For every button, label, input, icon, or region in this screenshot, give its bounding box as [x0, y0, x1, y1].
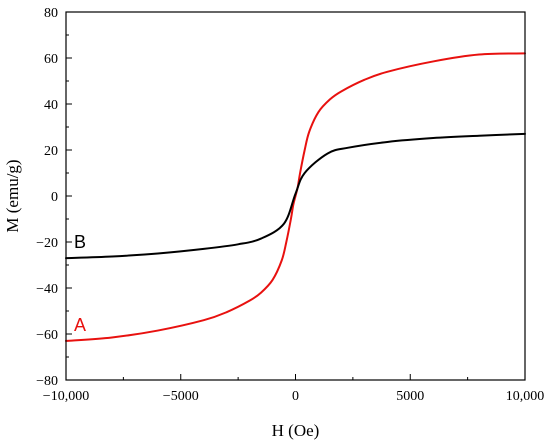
- y-tick-label: −20: [36, 236, 58, 251]
- plot-frame: [65, 11, 526, 381]
- y-tick-label: 80: [44, 6, 58, 21]
- x-tick-label: −10,000: [43, 389, 89, 404]
- x-tick-label: 5000: [396, 389, 424, 404]
- series-b-line: [65, 132, 526, 260]
- series-a-line: [65, 52, 526, 342]
- y-tick-label: 60: [44, 52, 58, 67]
- x-axis-title: H (Oe): [272, 421, 320, 440]
- series-b-label: B: [74, 232, 86, 252]
- labels-layer: −10,000 −5000 0 5000 10,000 −80 −60 −40 −20 0 20 40…: [36, 6, 544, 404]
- y-axis-title: M (emu/g): [3, 159, 22, 232]
- y-tick-label: −40: [36, 282, 58, 297]
- x-tick-label: 10,000: [506, 389, 545, 404]
- y-tick-label: 0: [51, 190, 58, 205]
- y-tick-label: −80: [36, 374, 58, 389]
- curves-layer: [65, 52, 526, 342]
- y-tick-label: 20: [44, 144, 58, 159]
- y-tick-label: −60: [36, 328, 58, 343]
- x-tick-label: −5000: [163, 389, 199, 404]
- series-a-label: A: [74, 315, 86, 335]
- x-tick-label: 0: [292, 389, 299, 404]
- y-tick-label: 40: [44, 98, 58, 113]
